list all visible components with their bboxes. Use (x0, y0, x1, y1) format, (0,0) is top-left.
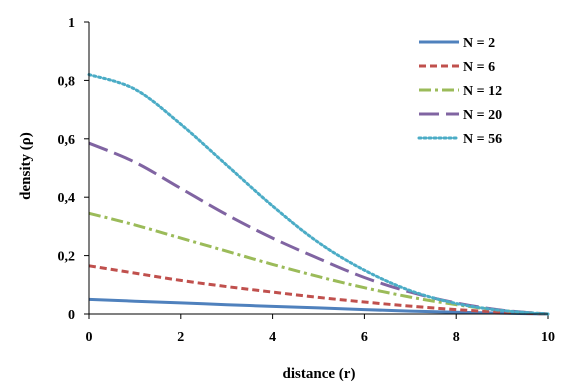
y-tick-label: 1 (68, 16, 75, 31)
legend: N = 2 N = 6 N = 12 N = 20 N = 56 (417, 36, 502, 147)
legend-label: N = 12 (463, 84, 502, 99)
y-tick-label: 0,8 (58, 74, 76, 89)
legend-label: N = 6 (463, 60, 495, 75)
series-line-n20 (88, 141, 549, 316)
legend-label: N = 2 (463, 36, 495, 51)
series-line-n6 (88, 264, 549, 316)
x-tick-label: 4 (269, 330, 276, 345)
y-axis-ticks: 0 0,2 0,4 0,6 0,8 1 (58, 16, 89, 323)
series-line-n2 (88, 297, 549, 316)
x-tick-label: 6 (361, 330, 368, 345)
series-line-n56 (87, 73, 550, 316)
y-tick-label: 0,6 (58, 133, 76, 148)
x-tick-label: 0 (86, 330, 93, 345)
x-tick-label: 2 (177, 330, 184, 345)
x-axis-title: distance (r) (283, 366, 356, 382)
y-axis-title: density (ρ) (18, 132, 34, 200)
y-tick-label: 0 (68, 308, 75, 323)
series-layer (87, 73, 550, 316)
x-tick-label: 8 (453, 330, 460, 345)
legend-label: N = 56 (463, 132, 502, 147)
legend-label: N = 20 (463, 108, 502, 123)
y-tick-label: 0,4 (58, 191, 76, 206)
y-tick-label: 0,2 (58, 250, 76, 265)
x-tick-label: 10 (541, 330, 555, 345)
x-axis-ticks: 0 2 4 6 8 10 (86, 314, 555, 345)
